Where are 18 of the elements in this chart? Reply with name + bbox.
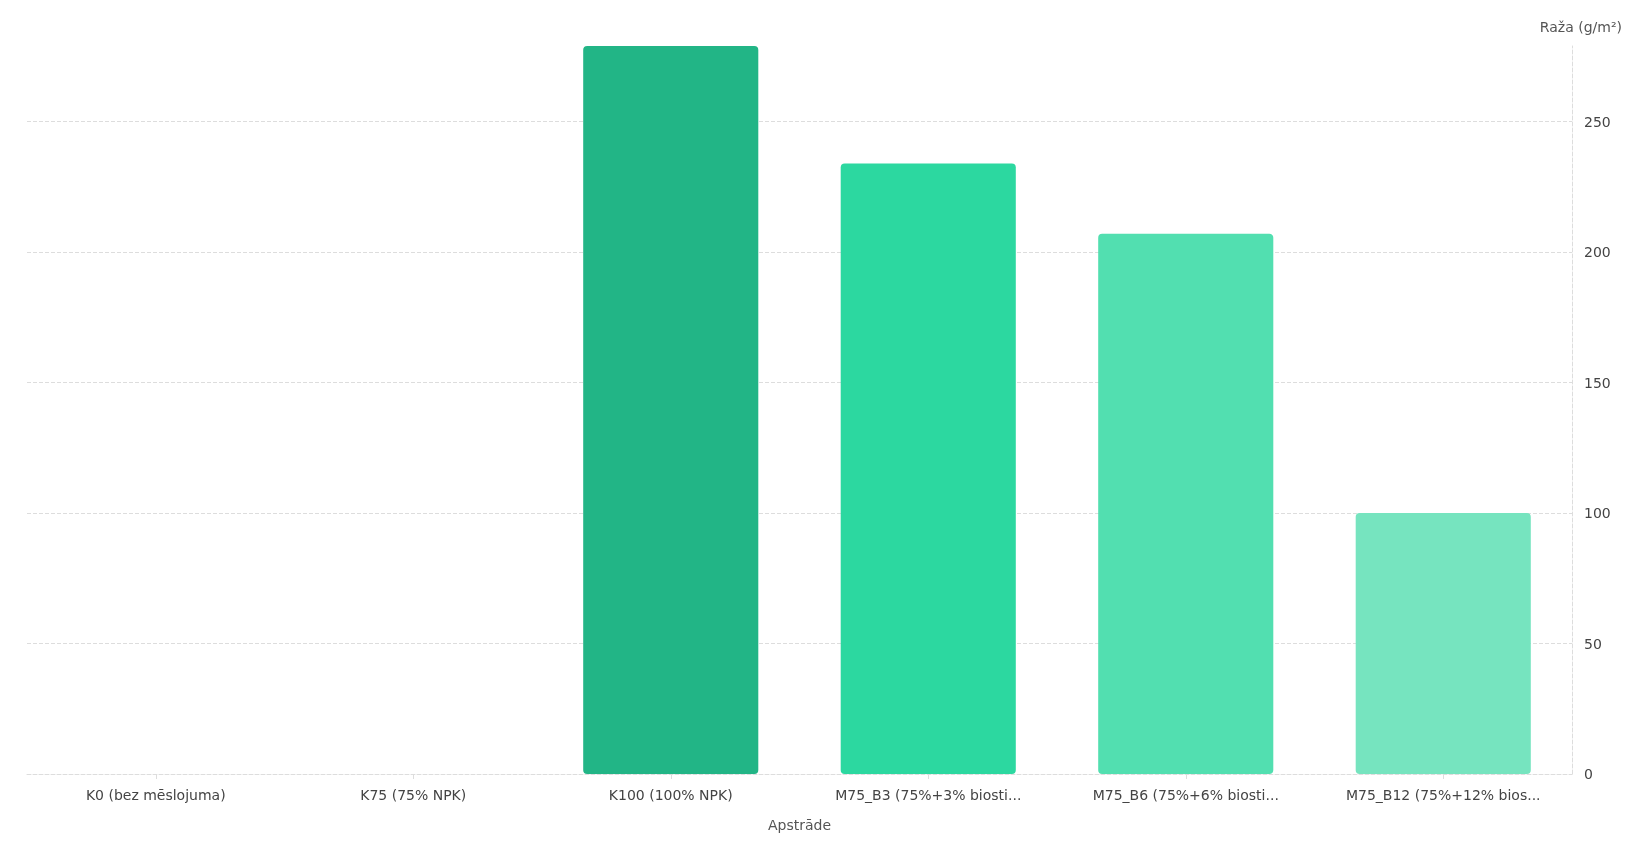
x-tick-label: K100 (100% NPK)	[608, 787, 733, 803]
y-tick-label: 50	[1584, 635, 1602, 652]
x-tick-label: M75_B12 (75%+12% bios...	[1345, 787, 1541, 803]
x-axis-title: Apstrāde	[767, 817, 832, 833]
x-tick-label: M75_B3 (75%+3% biosti...	[835, 787, 1022, 803]
x-tick-label: K0 (bez mēslojuma)	[85, 787, 226, 803]
y-tick-label: 200	[1584, 244, 1611, 261]
x-tick-label: K75 (75% NPK)	[360, 787, 467, 803]
x-tick-label: M75_B6 (75%+6% biosti...	[1092, 787, 1279, 803]
bar	[583, 46, 759, 774]
y-tick-label: 0	[1584, 766, 1593, 782]
bar	[1098, 233, 1274, 774]
y-tick-label: 150	[1584, 374, 1611, 391]
bar	[1355, 513, 1531, 774]
bar	[840, 163, 1016, 774]
y-tick-label: 100	[1584, 505, 1611, 522]
y-axis-title: Raža (g/m²)	[1539, 19, 1622, 35]
y-tick-label: 250	[1584, 113, 1611, 130]
